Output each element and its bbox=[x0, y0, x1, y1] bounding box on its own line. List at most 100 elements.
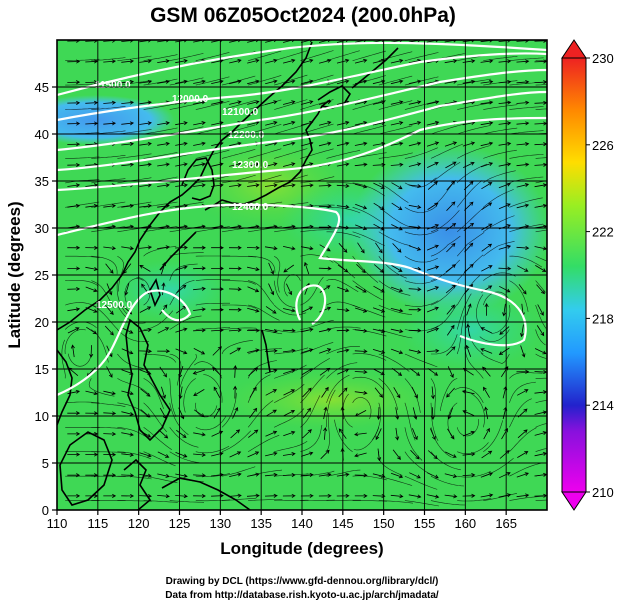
streamline bbox=[91, 280, 115, 309]
streamline bbox=[67, 353, 92, 367]
streamline bbox=[169, 500, 205, 503]
wind-arrow bbox=[318, 204, 332, 209]
wind-arrow bbox=[282, 120, 296, 126]
streamline bbox=[117, 55, 152, 61]
streamline bbox=[509, 462, 542, 477]
wind-arrow bbox=[157, 121, 170, 126]
wind-arrow bbox=[481, 450, 493, 459]
streamline bbox=[535, 353, 547, 359]
wind-arrow bbox=[354, 369, 368, 375]
wind-arrow bbox=[426, 494, 440, 499]
wind-arrow bbox=[318, 266, 332, 271]
wind-arrow bbox=[247, 348, 260, 353]
streamline bbox=[117, 177, 152, 184]
wind-arrow bbox=[229, 100, 242, 105]
x-tick-label: 140 bbox=[291, 516, 313, 531]
streamline bbox=[430, 500, 466, 506]
wind-arrow bbox=[372, 162, 386, 167]
streamline bbox=[378, 152, 413, 159]
wind-arrow bbox=[268, 283, 275, 296]
streamline bbox=[430, 123, 465, 135]
wind-arrow bbox=[282, 162, 296, 167]
wind-arrow bbox=[481, 182, 493, 190]
wind-arrow bbox=[427, 472, 439, 479]
x-tick-label: 130 bbox=[209, 516, 231, 531]
wind-arrow bbox=[161, 386, 166, 399]
streamline bbox=[483, 215, 515, 233]
wind-arrow bbox=[67, 59, 81, 64]
wind-arrow bbox=[498, 121, 512, 126]
wind-arrow bbox=[392, 449, 401, 460]
wind-arrow bbox=[247, 451, 260, 458]
wind-arrow bbox=[283, 264, 295, 273]
streamline bbox=[248, 174, 282, 184]
wind-arrow bbox=[516, 369, 530, 374]
wind-arrow bbox=[408, 494, 422, 499]
streamline bbox=[117, 329, 149, 343]
wind-arrow bbox=[300, 246, 314, 251]
wind-arrow bbox=[121, 452, 135, 457]
wind-arrow bbox=[121, 390, 134, 396]
streamline bbox=[221, 392, 237, 428]
wind-arrow bbox=[536, 325, 545, 337]
y-tick-label: 35 bbox=[35, 174, 49, 189]
streamline bbox=[117, 402, 149, 418]
streamline bbox=[221, 466, 256, 477]
streamline bbox=[430, 143, 464, 159]
wind-arrow bbox=[282, 40, 295, 43]
streamline bbox=[326, 326, 361, 330]
wind-arrow bbox=[498, 79, 512, 85]
wind-arrow bbox=[103, 431, 117, 437]
streamline bbox=[117, 304, 146, 324]
wind-arrow bbox=[375, 242, 383, 254]
wind-arrow bbox=[498, 203, 511, 210]
wind-arrow bbox=[246, 328, 260, 333]
coastline-china bbox=[57, 41, 313, 331]
streamline bbox=[431, 334, 458, 355]
wind-arrow bbox=[229, 141, 242, 147]
streamline bbox=[248, 329, 283, 335]
streamline bbox=[274, 383, 305, 404]
wind-arrow bbox=[283, 246, 296, 251]
streamline bbox=[221, 430, 252, 452]
streamline bbox=[535, 304, 547, 329]
streamline bbox=[169, 201, 204, 208]
colorbar-tick-label: 214 bbox=[592, 398, 614, 413]
wind-arrow bbox=[480, 348, 493, 354]
streamline bbox=[535, 84, 547, 86]
wind-arrow bbox=[139, 306, 152, 313]
wind-arrow bbox=[193, 452, 206, 457]
wind-arrow bbox=[318, 141, 332, 147]
wind-arrow bbox=[445, 222, 457, 231]
wind-arrow bbox=[390, 79, 404, 85]
wind-arrow bbox=[516, 80, 530, 85]
wind-arrow bbox=[516, 100, 530, 105]
axis-ticks: 110 115 120 125 130 135 140 145 150 155 160 165 0 5 10… bbox=[35, 80, 517, 531]
wind-arrow bbox=[283, 430, 296, 437]
streamline bbox=[117, 427, 150, 440]
wind-arrow bbox=[426, 141, 440, 147]
contour-label-12200: 12200.0 bbox=[228, 130, 265, 141]
streamline bbox=[169, 402, 189, 435]
wind-arrow bbox=[247, 307, 260, 313]
streamline bbox=[195, 302, 230, 306]
wind-arrow bbox=[408, 79, 422, 84]
streamline bbox=[117, 129, 152, 135]
streamline bbox=[430, 162, 461, 184]
wind-arrow bbox=[445, 264, 457, 273]
wind-arrow bbox=[502, 303, 507, 317]
wind-arrow bbox=[228, 287, 242, 292]
streamline bbox=[483, 56, 518, 61]
streamline bbox=[326, 412, 330, 452]
wind-arrow bbox=[466, 303, 472, 316]
contour-12100 bbox=[57, 68, 547, 152]
wind-arrow bbox=[193, 286, 206, 291]
streamline bbox=[248, 280, 275, 305]
wind-arrows bbox=[67, 40, 547, 499]
colorbar-gradient bbox=[561, 57, 587, 493]
wind-arrow bbox=[67, 80, 81, 85]
wind-arrow bbox=[499, 450, 510, 459]
streamline bbox=[169, 451, 203, 464]
streamline bbox=[300, 276, 324, 306]
wind-arrow bbox=[157, 473, 170, 478]
